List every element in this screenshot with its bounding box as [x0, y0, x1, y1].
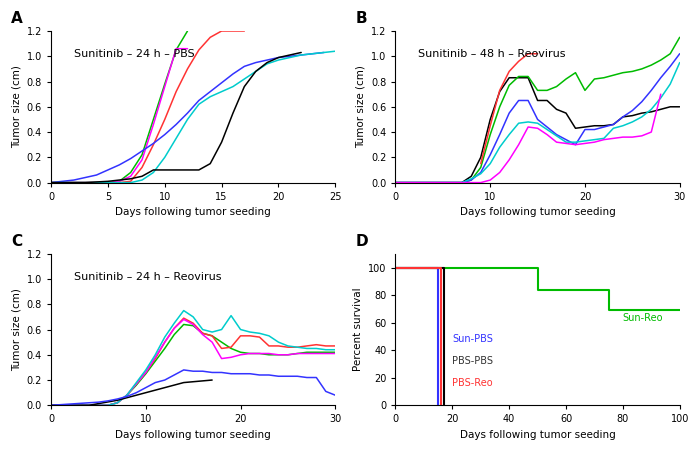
Y-axis label: Tumor size (cm): Tumor size (cm) — [356, 65, 365, 148]
Text: B: B — [356, 11, 368, 27]
Text: Sun-Reo: Sun-Reo — [623, 313, 664, 323]
Text: A: A — [11, 11, 23, 27]
Text: Sunitinib – 24 h – Reovirus: Sunitinib – 24 h – Reovirus — [74, 272, 221, 282]
X-axis label: Days following tumor seeding: Days following tumor seeding — [116, 207, 271, 217]
Text: D: D — [356, 234, 368, 249]
Y-axis label: Tumor size (cm): Tumor size (cm) — [11, 288, 21, 371]
Text: Sun-PBS: Sun-PBS — [452, 334, 493, 344]
Y-axis label: Tumor size (cm): Tumor size (cm) — [11, 65, 21, 148]
Text: Sunitinib – 24 h – PBS: Sunitinib – 24 h – PBS — [74, 49, 195, 59]
X-axis label: Days following tumor seeding: Days following tumor seeding — [116, 430, 271, 440]
Text: PBS-Reo: PBS-Reo — [452, 378, 493, 388]
Y-axis label: Percent survival: Percent survival — [353, 288, 363, 371]
Text: PBS-PBS: PBS-PBS — [452, 356, 493, 366]
X-axis label: Days following tumor seeding: Days following tumor seeding — [460, 430, 615, 440]
X-axis label: Days following tumor seeding: Days following tumor seeding — [460, 207, 615, 217]
Text: C: C — [11, 234, 22, 249]
Text: Sunitinib – 48 h – Reovirus: Sunitinib – 48 h – Reovirus — [418, 49, 566, 59]
